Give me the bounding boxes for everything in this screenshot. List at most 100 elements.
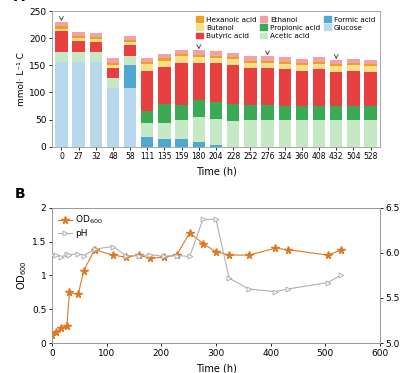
Bar	[296, 106, 308, 120]
Bar	[158, 54, 171, 58]
Y-axis label: mmol· L⁻¹ C: mmol· L⁻¹ C	[18, 52, 26, 106]
Bar	[210, 102, 222, 119]
Bar	[278, 69, 291, 106]
Bar	[72, 38, 85, 41]
Bar	[227, 65, 239, 104]
Bar	[296, 65, 308, 71]
Bar	[90, 52, 102, 62]
Bar	[107, 68, 119, 78]
Bar	[227, 104, 239, 121]
Bar	[90, 62, 102, 147]
Bar	[296, 71, 308, 106]
Bar	[364, 64, 377, 66]
Bar	[55, 28, 68, 31]
Bar	[330, 106, 342, 120]
Bar	[313, 69, 325, 106]
Bar	[141, 64, 154, 71]
Bar	[210, 51, 222, 56]
Bar	[364, 66, 377, 72]
Legend: OD$_{600}$, pH: OD$_{600}$, pH	[56, 212, 105, 240]
Bar	[313, 120, 325, 147]
Bar	[347, 63, 360, 65]
Bar	[141, 71, 154, 112]
Bar	[55, 31, 68, 52]
Bar	[364, 72, 377, 106]
Bar	[141, 62, 154, 64]
Bar	[227, 57, 239, 59]
Bar	[55, 52, 68, 62]
Bar	[347, 65, 360, 71]
Bar	[296, 120, 308, 147]
Bar	[55, 62, 68, 147]
Bar	[176, 56, 188, 63]
Bar	[278, 120, 291, 147]
Bar	[313, 106, 325, 120]
Bar	[193, 117, 205, 142]
Bar	[158, 60, 171, 67]
Bar	[141, 58, 154, 62]
Bar	[210, 58, 222, 63]
Bar	[347, 106, 360, 120]
Bar	[158, 58, 171, 60]
Bar	[176, 120, 188, 139]
Bar	[244, 68, 256, 105]
Bar	[296, 59, 308, 63]
Bar	[141, 112, 154, 123]
Bar	[141, 137, 154, 147]
Bar	[72, 52, 85, 62]
Bar	[244, 56, 256, 60]
Bar	[176, 50, 188, 54]
Bar	[72, 62, 85, 147]
Bar	[347, 71, 360, 106]
Bar	[124, 42, 136, 45]
Bar	[364, 60, 377, 64]
Bar	[244, 60, 256, 63]
Bar	[107, 78, 119, 88]
Bar	[210, 63, 222, 102]
Y-axis label: OD$_{600}$: OD$_{600}$	[16, 260, 29, 290]
Bar	[90, 40, 102, 42]
Bar	[330, 64, 342, 66]
Bar	[141, 123, 154, 137]
Bar	[193, 100, 205, 117]
Bar	[330, 120, 342, 147]
Bar	[278, 62, 291, 64]
Bar	[193, 50, 205, 54]
Bar	[261, 63, 274, 68]
Bar	[210, 119, 222, 144]
Bar	[261, 68, 274, 105]
Bar	[313, 57, 325, 62]
X-axis label: Time (h): Time (h)	[196, 363, 236, 373]
Bar	[90, 42, 102, 52]
Bar	[193, 142, 205, 147]
Bar	[55, 22, 68, 26]
Bar	[244, 63, 256, 68]
Bar	[210, 56, 222, 58]
Bar	[193, 63, 205, 100]
Bar	[124, 40, 136, 42]
Bar	[313, 64, 325, 69]
Text: B: B	[14, 187, 25, 201]
Bar	[261, 120, 274, 147]
Bar	[347, 120, 360, 147]
Bar	[107, 65, 119, 68]
Bar	[227, 121, 239, 147]
Bar	[210, 144, 222, 147]
Bar	[313, 62, 325, 64]
Bar	[124, 45, 136, 56]
Bar	[278, 106, 291, 120]
Bar	[72, 32, 85, 36]
Bar	[72, 41, 85, 52]
Bar	[158, 104, 171, 123]
X-axis label: Time (h): Time (h)	[196, 167, 236, 177]
Bar	[227, 53, 239, 57]
Bar	[90, 37, 102, 40]
Bar	[330, 72, 342, 106]
Bar	[90, 33, 102, 37]
Bar	[330, 66, 342, 72]
Bar	[124, 88, 136, 147]
Bar	[347, 59, 360, 63]
Bar	[330, 60, 342, 64]
Bar	[278, 64, 291, 69]
Bar	[107, 88, 119, 147]
